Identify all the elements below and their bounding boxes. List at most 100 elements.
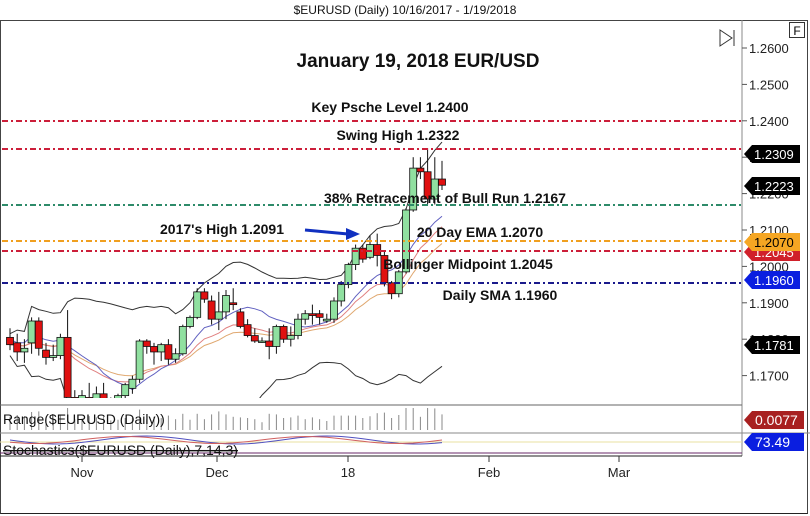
bear-candle-body: [42, 349, 50, 358]
candle: [258, 337, 266, 343]
arrow-line: [304, 228, 349, 236]
candle: [409, 157, 418, 212]
candle: [6, 328, 14, 351]
chart-title-bar: $EURUSD (Daily) 10/16/2017 - 1/19/2018: [293, 3, 517, 17]
stoch-d-line: [9, 435, 443, 445]
bear-candle-body: [387, 282, 396, 295]
candle: [114, 393, 122, 398]
bull-candle-body: [294, 318, 302, 336]
candle: [42, 342, 50, 365]
candle: [85, 382, 94, 398]
candle: [315, 310, 324, 325]
x-tick-label: Mar: [608, 465, 631, 480]
bull-candle-body: [214, 311, 223, 320]
y-tick-label: 1.2600: [749, 41, 789, 56]
bear-candle-body: [99, 393, 108, 398]
level-label: Bollinger Midpoint 1.2045: [383, 256, 553, 272]
candle: [164, 339, 173, 365]
bear-candle-body: [250, 335, 259, 342]
bull-candle-body: [20, 347, 29, 353]
candle: [186, 315, 194, 329]
level-label: 38% Retracement of Bull Run 1.2167: [324, 190, 566, 206]
bear-candle-body: [164, 344, 173, 360]
skip-to-end-icon[interactable]: [719, 29, 735, 47]
candle: [20, 339, 29, 363]
bull-candle-body: [171, 353, 180, 360]
candle: [56, 333, 65, 360]
candle: [265, 328, 274, 360]
y-tick-label: 1.1900: [749, 296, 789, 311]
chart-frame: [0, 20, 808, 514]
candle: [63, 310, 72, 398]
candle: [438, 160, 446, 190]
price-tag-value: 1.2309: [754, 147, 794, 162]
bear-candle-body: [358, 247, 367, 260]
bull-candle-body: [157, 344, 166, 353]
price-tag-value: 1.2223: [754, 179, 794, 194]
candle: [243, 319, 252, 338]
f-button[interactable]: F: [789, 22, 805, 38]
candle: [121, 382, 130, 398]
bull-candle-body: [344, 264, 353, 285]
bear-candle-body: [373, 244, 382, 256]
price-tag: 1.1781: [744, 336, 800, 354]
candle: [344, 262, 353, 289]
bull-candle-body: [322, 318, 331, 322]
candle: [207, 295, 216, 325]
x-tick-label: Dec: [205, 465, 229, 480]
bull-candle-body: [222, 295, 230, 313]
candle: [99, 382, 108, 398]
bull-candle-body: [107, 401, 114, 403]
candle: [200, 288, 209, 303]
bear-candle-body: [142, 340, 151, 347]
indicator-tag-shape: [744, 433, 804, 451]
price-tag: 1.2070: [744, 233, 800, 251]
candle: [128, 375, 137, 394]
candle: [351, 244, 360, 271]
candle: [322, 313, 331, 323]
candle: [337, 280, 346, 307]
bull-candle-body: [258, 340, 266, 343]
candle: [150, 342, 158, 365]
bull-candle-body: [27, 320, 36, 344]
price-tag-value: 1.1960: [754, 273, 794, 288]
bull-candle-body: [128, 378, 137, 389]
bear-candle-body: [279, 326, 288, 340]
bull-candle-body: [409, 167, 418, 211]
candle: [70, 390, 79, 398]
bull-candle-body: [56, 336, 65, 356]
bear-candle-body: [236, 311, 245, 327]
candle: [236, 308, 245, 329]
candle: [279, 324, 288, 343]
bull-candle-body: [135, 340, 144, 380]
bear-candle-body: [207, 300, 216, 320]
bollinger-lower-line: [9, 355, 443, 398]
price-tag: 1.2309: [744, 145, 800, 163]
candle: [178, 324, 187, 356]
ema-20-line: [9, 243, 443, 377]
bear-candle-body: [34, 320, 43, 349]
candle: [416, 157, 425, 180]
bull-candle-body: [272, 326, 281, 347]
bull-candle-body: [430, 178, 439, 200]
main-panel: [6, 141, 446, 403]
bear-candle-body: [265, 340, 274, 347]
bear-candle-body: [200, 291, 209, 300]
candle: [250, 328, 259, 343]
bear-candle-body: [150, 346, 158, 353]
candle: [301, 310, 310, 325]
level-label: 20 Day EMA 1.2070: [417, 224, 544, 240]
bull-candle-body: [286, 335, 295, 340]
indicator-tag-shape: [744, 411, 804, 429]
candle: [78, 390, 86, 398]
candle: [214, 291, 223, 331]
bull-candle-body: [337, 284, 346, 302]
bear-candle-body: [63, 336, 72, 398]
candle: [142, 339, 151, 354]
candle: [13, 333, 22, 362]
candle: [272, 324, 281, 354]
candle: [27, 317, 36, 354]
price-tag: 1.1960: [744, 271, 800, 289]
bear-candle-body: [85, 397, 94, 398]
